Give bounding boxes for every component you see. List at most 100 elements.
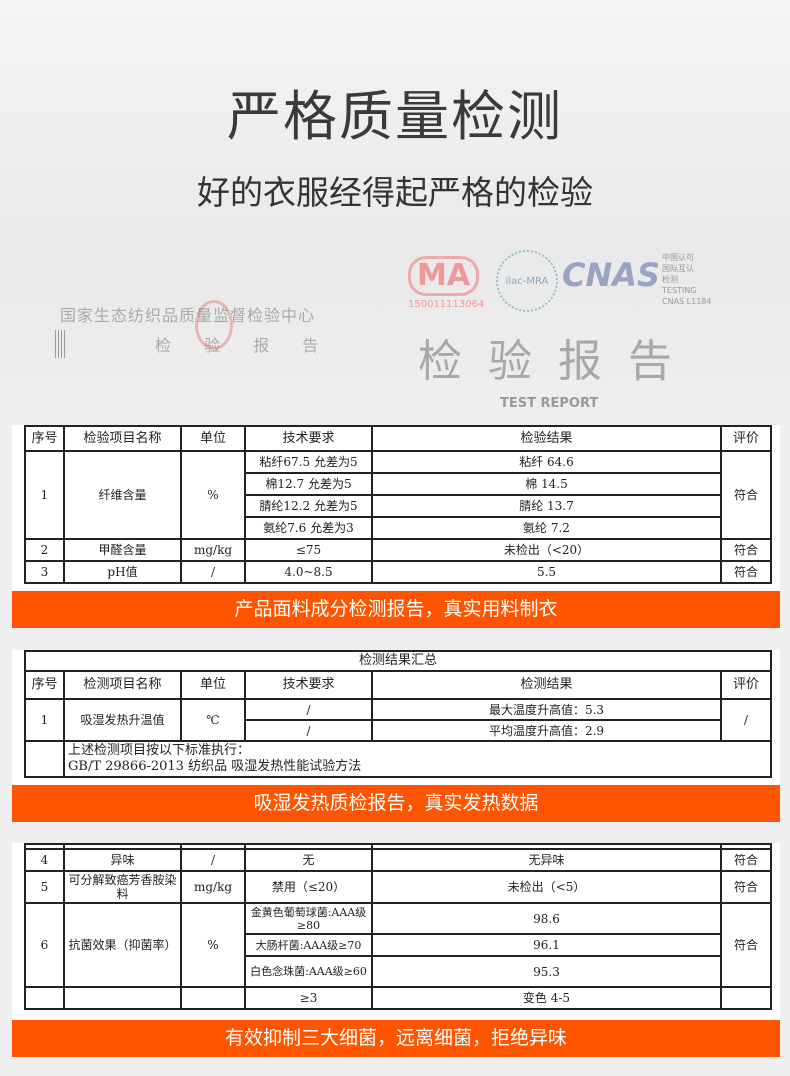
header-cell: 序号 <box>24 670 65 700</box>
cell-result: 最大温度升高值：5.3 <box>371 698 722 721</box>
cell-no: 3 <box>24 560 65 584</box>
table-row: 棉12.7 允差为5 棉 14.5 <box>25 472 771 496</box>
header-cell: 技术要求 <box>244 425 373 452</box>
cell-result: 5.5 <box>371 560 722 584</box>
header-cell: 检测项目名称 <box>63 670 182 700</box>
cell-result: 未检出（<20） <box>371 538 722 562</box>
cell-req: 粘纤67.5 允差为5 <box>244 450 373 474</box>
heat-report-panel: 检测结果汇总 序号 检测项目名称 单位 技术要求 检测结果 评价 1 吸湿发热升… <box>12 650 780 822</box>
cell-req: 大肠杆菌:AAA级≥70 <box>244 933 373 957</box>
cell-unit: ℃ <box>180 698 246 742</box>
cell-no: 1 <box>24 450 65 540</box>
header-cell: 检验项目名称 <box>63 425 182 452</box>
header-cell: 评价 <box>720 425 772 452</box>
header-cell: 单位 <box>180 670 246 700</box>
cell-result: 96.1 <box>371 933 722 957</box>
cell-eval: 符合 <box>720 848 772 872</box>
cnas-line: 检测 <box>662 275 678 284</box>
header-cell: 技术要求 <box>244 670 373 700</box>
table-header: 序号 检测项目名称 单位 技术要求 检测结果 评价 <box>24 670 773 700</box>
cell-req: 腈纶12.2 允差为5 <box>244 494 373 518</box>
cnas-line: TESTING <box>662 286 697 295</box>
cell-eval: 符合 <box>720 450 772 540</box>
cell-unit: % <box>180 450 246 540</box>
table-caption: 检测结果汇总 <box>23 650 773 672</box>
table-row: / 平均温度升高值：2.9 <box>25 719 771 742</box>
table-row: 白色念珠菌:AAA级≥60 95.3 <box>25 955 771 988</box>
cnas-logo: CNAS <box>562 256 661 294</box>
cell-eval: 符合 <box>720 538 772 562</box>
cell-req: / <box>244 719 373 742</box>
cnas-line: 国际互认 <box>662 264 694 273</box>
header-cell: 检验结果 <box>371 425 722 452</box>
fiber-report-banner: 产品面料成分检测报告，真实用料制衣 <box>12 591 780 628</box>
cell-req: 棉12.7 允差为5 <box>244 472 373 496</box>
table-row: 4 异味 / 无 无异味 符合 <box>24 848 772 872</box>
cell-req: / <box>244 698 373 721</box>
report-small-title: 检 验 报 告 <box>155 336 333 355</box>
cell-result: 平均温度升高值：2.9 <box>371 719 722 742</box>
cell-unit: mg/kg <box>180 538 246 562</box>
report-title-cn: 检验报告 <box>418 336 698 387</box>
heat-report-table: 检测结果汇总 序号 检测项目名称 单位 技术要求 检测结果 评价 1 吸湿发热升… <box>23 650 773 778</box>
cell-unit: / <box>180 848 246 872</box>
heat-report-banner: 吸湿发热质检报告，真实发热数据 <box>12 785 780 822</box>
header-cell: 评价 <box>719 670 773 700</box>
cell-req: 4.0~8.5 <box>244 560 373 584</box>
ilac-logo: ilac-MRA <box>496 250 558 312</box>
page-title: 严格质量检测 <box>227 85 563 148</box>
fiber-report-table: 序号 检验项目名称 单位 技术要求 检验结果 评价 1 纤维含量 % 粘纤67.… <box>24 425 772 584</box>
table-row: ≥3 变色 4-5 <box>24 986 772 1010</box>
cell-no: 4 <box>24 848 65 872</box>
cell-unit: / <box>180 560 246 584</box>
header-cell: 序号 <box>24 425 65 452</box>
cell-item: 吸湿发热升温值 <box>63 698 182 742</box>
cell-no: 2 <box>24 538 65 562</box>
note-line: 上述检测项目按以下标准执行： <box>68 743 251 758</box>
cell-no: 6 <box>24 902 65 988</box>
cell-item: 纤维含量 <box>63 450 182 540</box>
cell-result: 98.6 <box>371 902 722 935</box>
cnas-line: 中国认可 <box>662 253 694 262</box>
table-row: 腈纶12.2 允差为5 腈纶 13.7 <box>25 494 771 518</box>
stamp-icon <box>195 300 233 350</box>
cell-result: 棉 14.5 <box>371 472 722 496</box>
antibacterial-report-table: 4 异味 / 无 无异味 符合 5 可分解致癌芳香胺染料 mg/kg 禁用（≤2… <box>24 843 772 1010</box>
table-row: 2 甲醛含量 mg/kg ≤75 未检出（<20） 符合 <box>24 538 772 562</box>
table-row: 1 纤维含量 % 粘纤67.5 允差为5 粘纤 64.6 符合 <box>24 450 772 540</box>
cell-result: 腈纶 13.7 <box>371 494 722 518</box>
page-subtitle: 好的衣服经得起严格的检验 <box>197 173 593 212</box>
cell-eval: 符合 <box>720 560 772 584</box>
table-row: 5 可分解致癌芳香胺染料 mg/kg 禁用（≤20） 未检出（<5） 符合 <box>24 870 772 904</box>
cnas-caption: 中国认可 国际互认 检测 TESTING CNAS L1184 <box>662 252 722 307</box>
hero-section: 严格质量检测 好的衣服经得起严格的检验 国家生态纺织品质量监督检验中心 检 验 … <box>0 0 790 420</box>
table-row: 上述检测项目按以下标准执行： GB/T 29866-2013 纺织品 吸湿发热性… <box>24 740 773 778</box>
cell-req: 氨纶7.6 允差为3 <box>244 516 373 540</box>
table-caption-row: 检测结果汇总 <box>23 650 773 672</box>
cell-req: ≤75 <box>244 538 373 562</box>
cell-result: 氨纶 7.2 <box>371 516 722 540</box>
cell-item: 抗菌效果（抑菌率） <box>63 902 182 988</box>
cell-result: 95.3 <box>371 955 722 988</box>
cell-req: 无 <box>244 848 373 872</box>
cell-req: 金黄色葡萄球菌:AAA级≥80 <box>244 902 373 935</box>
notes-cell: 上述检测项目按以下标准执行： GB/T 29866-2013 纺织品 吸湿发热性… <box>62 740 773 778</box>
table-header: 序号 检验项目名称 单位 技术要求 检验结果 评价 <box>24 425 772 452</box>
report-title-en: TEST REPORT <box>500 396 599 411</box>
cell-item: 异味 <box>63 848 182 872</box>
cell-item: 甲醛含量 <box>63 538 182 562</box>
table-row: 大肠杆菌:AAA级≥70 96.1 <box>25 933 771 957</box>
cell-item: pH值 <box>63 560 182 584</box>
cell-eval: 符合 <box>720 870 772 904</box>
cma-logo: MA <box>408 256 480 296</box>
cell-result: 变色 4-5 <box>371 986 722 1010</box>
note-line: GB/T 29866-2013 纺织品 吸湿发热性能试验方法 <box>68 759 362 774</box>
cell-eval: / <box>719 698 773 742</box>
center-name: 国家生态纺织品质量监督检验中心 <box>60 306 316 325</box>
cma-number: 150011113064 <box>408 299 485 310</box>
cell-req: 白色念珠菌:AAA级≥60 <box>244 955 373 988</box>
cell-item: 可分解致癌芳香胺染料 <box>63 870 182 904</box>
barcode-icon <box>55 330 67 358</box>
cnas-line: CNAS L1184 <box>662 297 712 306</box>
cell-eval: 符合 <box>720 902 772 988</box>
